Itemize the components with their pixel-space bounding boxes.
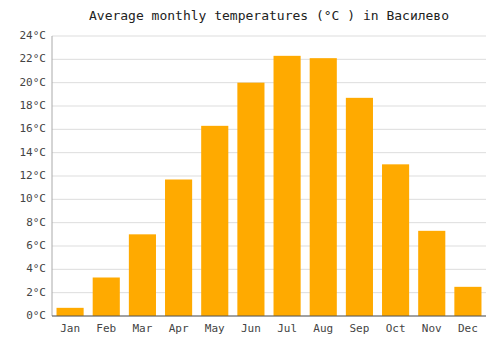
bar xyxy=(274,56,301,316)
bar xyxy=(346,98,373,316)
bar xyxy=(93,278,120,317)
y-tick-label: 2°C xyxy=(26,286,46,299)
x-tick-label: Aug xyxy=(313,322,333,335)
grid-line xyxy=(52,316,486,317)
x-tick-label: Jul xyxy=(277,322,297,335)
grid-line xyxy=(52,82,486,83)
y-tick-label: 10°C xyxy=(20,192,47,205)
y-tick-label: 20°C xyxy=(20,76,47,89)
x-tick-label: Sep xyxy=(349,322,369,335)
grid xyxy=(52,36,486,316)
x-tick-label: Mar xyxy=(132,322,152,335)
bar xyxy=(165,180,192,317)
y-axis-line xyxy=(52,36,53,316)
bar xyxy=(201,126,228,316)
x-axis-line xyxy=(52,316,486,317)
x-tick-label: Jun xyxy=(241,322,261,335)
grid-line xyxy=(52,59,486,60)
bar xyxy=(310,58,337,316)
y-tick-label: 14°C xyxy=(20,146,47,159)
y-axis: 0°C 2°C 4°C 6°C 8°C 10°C 12°C 14°C 16°C 18°C 20°C 2… xyxy=(20,29,47,322)
x-tick-label: Nov xyxy=(422,322,442,335)
y-tick-label: 12°C xyxy=(20,169,47,182)
bars xyxy=(57,56,482,316)
x-tick-label: Oct xyxy=(386,322,406,335)
bar xyxy=(237,83,264,316)
x-tick-label: May xyxy=(205,322,225,335)
grid-line xyxy=(52,152,486,153)
x-axis: Jan Feb Mar Apr May Jun Jul Aug Sep Oct Nov Dec xyxy=(60,322,478,335)
y-tick-label: 16°C xyxy=(20,122,47,135)
y-tick-label: 6°C xyxy=(26,239,46,252)
y-tick-label: 4°C xyxy=(26,262,46,275)
y-tick-label: 24°C xyxy=(20,29,47,42)
grid-line xyxy=(52,129,486,130)
grid-line xyxy=(52,199,486,200)
x-tick-label: Apr xyxy=(169,322,189,335)
grid-line xyxy=(52,106,486,107)
chart-container: 0°C 2°C 4°C 6°C 8°C 10°C 12°C 14°C 16°C 18°C 20°C 2… xyxy=(0,0,500,350)
bar xyxy=(57,308,84,316)
y-tick-label: 8°C xyxy=(26,216,46,229)
bar xyxy=(418,231,445,316)
y-tick-label: 18°C xyxy=(20,99,47,112)
x-tick-label: Feb xyxy=(96,322,116,335)
x-tick-label: Dec xyxy=(458,322,478,335)
grid-line xyxy=(52,36,486,37)
chart-svg: 0°C 2°C 4°C 6°C 8°C 10°C 12°C 14°C 16°C 18°C 20°C 2… xyxy=(0,0,500,350)
y-tick-label: 22°C xyxy=(20,52,47,65)
bar xyxy=(382,164,409,316)
grid-line xyxy=(52,176,486,177)
grid-line xyxy=(52,222,486,223)
bar xyxy=(129,234,156,316)
bar xyxy=(454,287,481,316)
y-tick-label: 0°C xyxy=(26,309,46,322)
chart-title: Average monthly temperatures (°C ) in Ва… xyxy=(89,8,449,23)
x-tick-label: Jan xyxy=(60,322,80,335)
